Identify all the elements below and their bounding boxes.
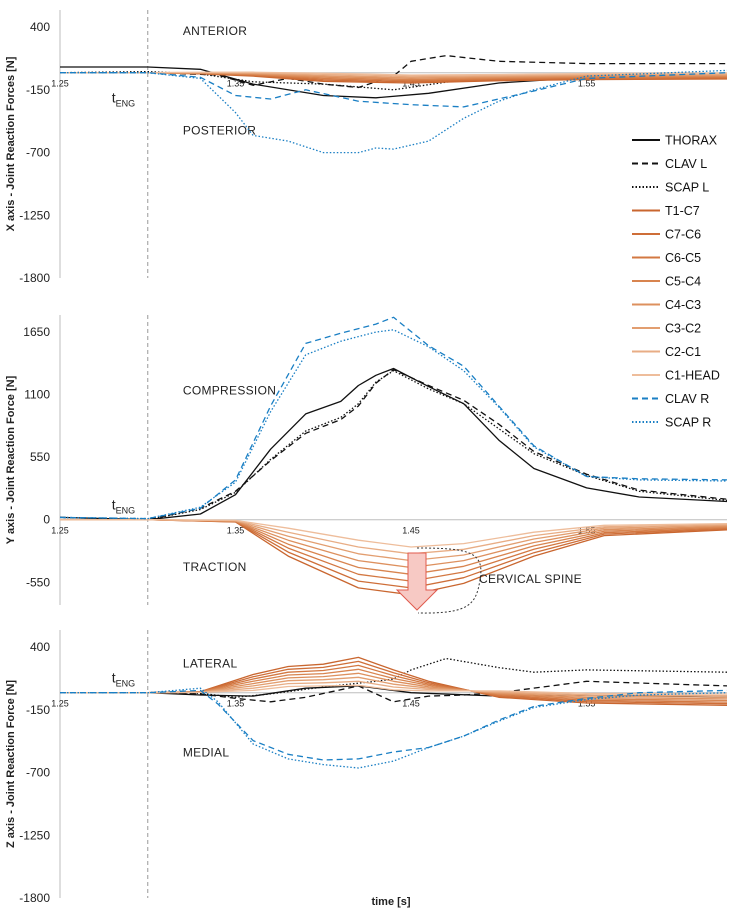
cervical-arrow-icon — [395, 552, 439, 611]
panel-z-axis: 400 -150 -700 -1250 -1800 1.25 1.35 1.45 1.55 tEN… — [5, 630, 728, 905]
series-clav-r-x-axis — [60, 72, 728, 108]
y-tick-label: -1250 — [19, 828, 50, 842]
series-scap-r-z-axis — [60, 687, 728, 769]
legend-label-c5-c4: C5-C4 — [665, 275, 701, 289]
series-clav-l-y-axis — [59, 368, 728, 521]
y-axis-label: Y axis - Joint Reaction Force [N] — [5, 375, 17, 544]
y-tick-label: 1100 — [24, 388, 50, 402]
x-tick-label: 1.35 — [227, 699, 245, 709]
y-tick-label: 400 — [30, 640, 50, 654]
y-tick-label: -1800 — [19, 271, 50, 285]
y-tick-label: -550 — [26, 575, 50, 589]
annotation-posterior: POSTERIOR — [183, 123, 256, 137]
x-tick-label: 1.35 — [227, 526, 245, 536]
legend-label-clav-l: CLAV L — [665, 157, 707, 171]
series-c1-head-y-axis — [60, 519, 728, 548]
series-scap-l-z-axis — [60, 657, 728, 698]
y-tick-label: 400 — [30, 20, 50, 34]
legend-label-c2-c1: C2-C1 — [665, 345, 701, 359]
y-tick-label: -700 — [26, 146, 50, 160]
legend-label-scap-r: SCAP R — [665, 416, 711, 430]
y-tick-label: 550 — [30, 450, 50, 464]
y-tick-label: -1250 — [19, 208, 50, 222]
annotation-anterior: ANTERIOR — [183, 24, 247, 38]
y-tick-label: -150 — [26, 703, 50, 717]
x-tick-label: 1.55 — [578, 699, 596, 709]
y-tick-label: -700 — [26, 766, 50, 780]
y-tick-label: 0 — [43, 513, 50, 527]
t-eng-label: tENG — [112, 90, 135, 109]
series-scap-r-x-axis — [60, 69, 728, 154]
series-scap-l-y-axis — [59, 370, 728, 521]
y-axis-label: X axis - Joint Reaction Forces [N] — [5, 56, 17, 231]
series-clav-r-y-axis — [59, 316, 728, 520]
x-tick-label: 1.25 — [51, 79, 69, 89]
t-eng-label: tENG — [112, 497, 135, 516]
cervical-spine-label: CERVICAL SPINE — [479, 572, 582, 586]
legend-label-scap-l: SCAP L — [665, 181, 709, 195]
legend-label-c4-c3: C4-C3 — [665, 298, 701, 312]
legend: THORAX CLAV L SCAP L T1-C7 C7-C6 C6-C5 C5-C4 C4… — [632, 134, 720, 430]
legend-label-c6-c5: C6-C5 — [665, 251, 701, 265]
y-tick-label: 1650 — [23, 325, 50, 339]
y-tick-label: -1800 — [19, 891, 50, 905]
x-axis-label: time [s] — [371, 896, 410, 908]
annotation-medial: MEDIAL — [183, 746, 230, 760]
x-tick-label: 1.55 — [578, 79, 596, 89]
legend-label-c3-c2: C3-C2 — [665, 322, 701, 336]
series-thorax-y-axis — [59, 367, 728, 521]
cervical-bracket — [416, 547, 482, 614]
series-clav-l-x-axis — [60, 54, 727, 89]
t-eng-label: tENG — [112, 670, 135, 689]
x-tick-label: 1.45 — [402, 699, 420, 709]
series-c1-head-x-axis — [60, 71, 728, 76]
x-tick-label: 1.45 — [402, 79, 420, 89]
y-tick-label: -150 — [26, 83, 50, 97]
legend-label-t1-c7: T1-C7 — [665, 204, 700, 218]
panel-x-axis: 400 -150 -700 -1250 -1800 1.25 1.35 1.45 1.55 tEN… — [5, 10, 728, 285]
legend-label-thorax: THORAX — [665, 134, 718, 148]
series-c1-head-z-axis — [60, 684, 728, 695]
x-tick-label: 1.25 — [51, 526, 69, 536]
legend-label-clav-r: CLAV R — [665, 392, 709, 406]
x-tick-label: 1.25 — [51, 699, 69, 709]
annotation-compression: COMPRESSION — [183, 384, 276, 398]
x-tick-label: 1.35 — [227, 79, 245, 89]
legend-label-c1-head: C1-HEAD — [665, 369, 720, 383]
series-clav-r-z-axis — [60, 689, 728, 761]
x-tick-label: 1.45 — [402, 526, 420, 536]
legend-label-c7-c6: C7-C6 — [665, 228, 701, 242]
series-scap-r-y-axis — [59, 329, 728, 520]
annotation-lateral: LATERAL — [183, 657, 238, 671]
y-axis-label: Z axis - Joint Reaction Force [N] — [5, 680, 17, 848]
annotation-traction: TRACTION — [183, 560, 247, 574]
